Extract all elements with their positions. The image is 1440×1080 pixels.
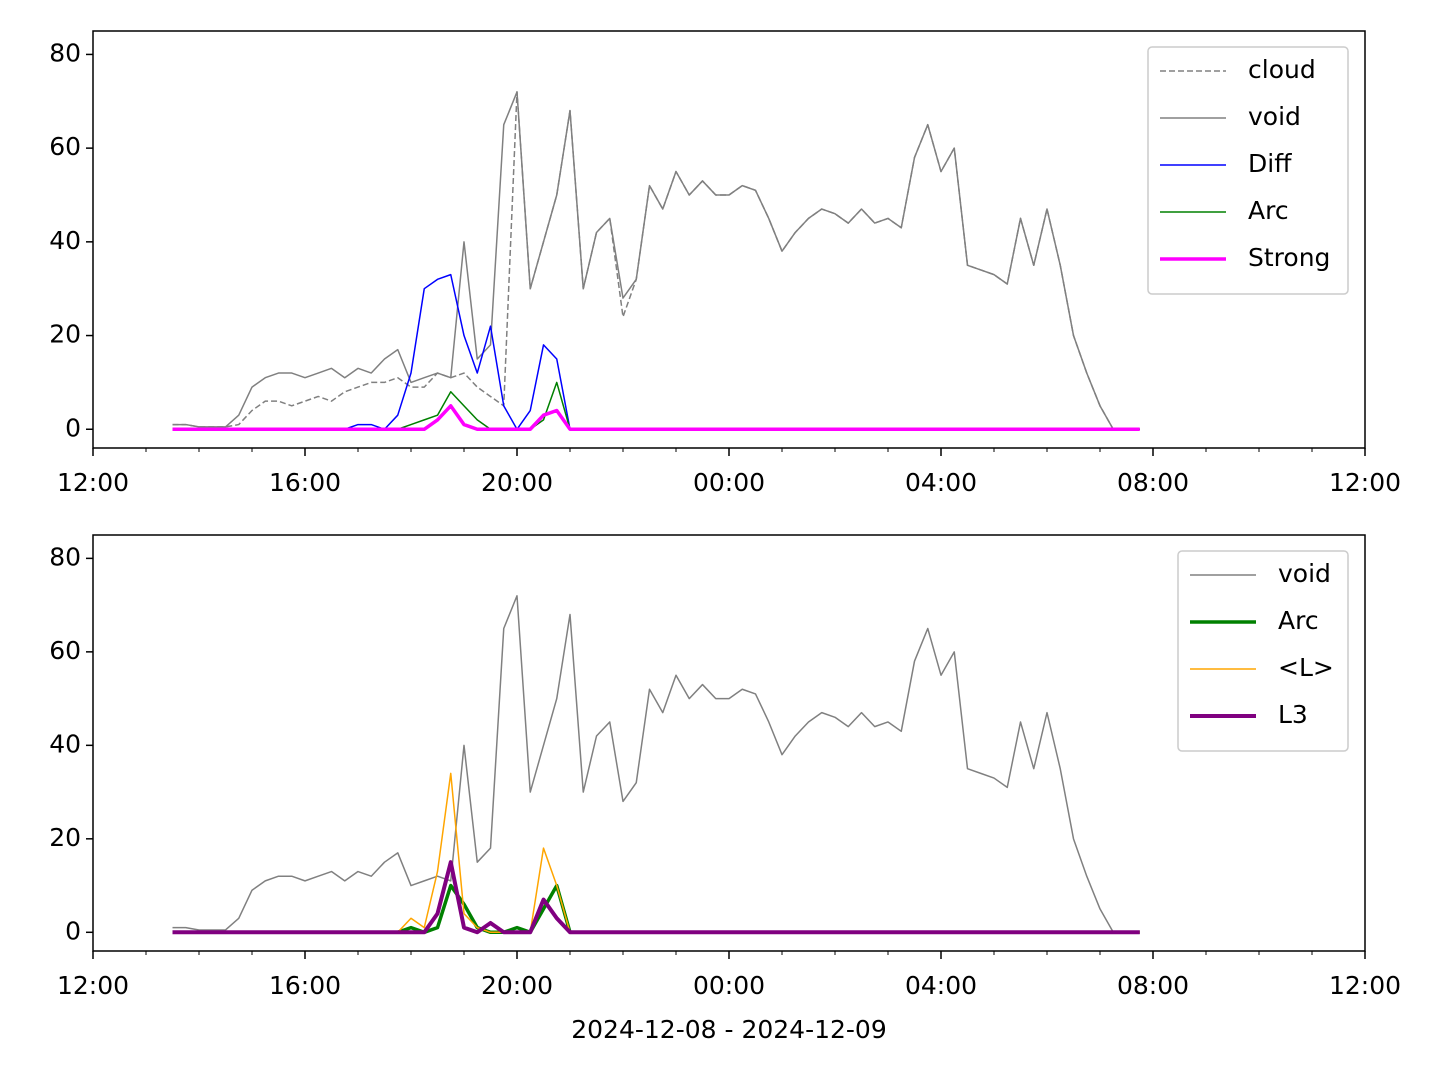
x-tick-label: 16:00 <box>269 971 341 1000</box>
series-line <box>172 381 1140 431</box>
legend-label: <L> <box>1278 653 1334 682</box>
x-tick-label: 08:00 <box>1117 971 1189 1000</box>
legend-box <box>1177 550 1349 752</box>
legend-label: void <box>1278 559 1331 588</box>
plot-area <box>172 595 1140 935</box>
legend-label: Arc <box>1278 606 1319 635</box>
y-tick-label: 80 <box>49 38 81 67</box>
x-tick-label: 00:00 <box>693 468 765 497</box>
x-tick-label: 16:00 <box>269 468 341 497</box>
x-tick-label: 00:00 <box>693 971 765 1000</box>
y-tick-label: 40 <box>49 729 81 758</box>
y-tick-label: 0 <box>65 413 81 442</box>
x-tick-label: 12:00 <box>1329 468 1401 497</box>
y-tick-label: 40 <box>49 226 81 255</box>
series-line <box>172 91 1140 431</box>
x-tick-label: 12:00 <box>57 468 129 497</box>
legend-box <box>1147 46 1349 295</box>
plot-area <box>172 91 1140 432</box>
x-axis-label: 2024-12-08 - 2024-12-09 <box>571 1015 887 1044</box>
x-tick-label: 12:00 <box>1329 971 1401 1000</box>
axes-frame <box>92 534 1366 952</box>
x-tick-label: 04:00 <box>905 971 977 1000</box>
y-tick-label: 20 <box>49 320 81 349</box>
x-tick-label: 20:00 <box>481 971 553 1000</box>
series-line <box>172 404 1140 432</box>
series-line <box>172 883 1140 935</box>
legend-label: void <box>1248 102 1301 131</box>
legend-label: L3 <box>1278 700 1308 729</box>
legend-label: Strong <box>1248 243 1330 272</box>
x-tick-label: 08:00 <box>1117 468 1189 497</box>
series-line <box>172 772 1140 934</box>
x-tick-label: 12:00 <box>57 971 129 1000</box>
series-line <box>172 860 1140 935</box>
y-tick-label: 60 <box>49 132 81 161</box>
x-tick-label: 04:00 <box>905 468 977 497</box>
series-line <box>172 91 1140 431</box>
legend-label: Diff <box>1248 149 1292 178</box>
series-line <box>172 273 1140 431</box>
y-tick-label: 20 <box>49 823 81 852</box>
y-tick-label: 60 <box>49 636 81 665</box>
y-tick-label: 0 <box>65 916 81 945</box>
y-tick-label: 80 <box>49 542 81 571</box>
axes-frame <box>92 30 1366 449</box>
x-tick-label: 20:00 <box>481 468 553 497</box>
legend-label: cloud <box>1248 55 1316 84</box>
legend-label: Arc <box>1248 196 1289 225</box>
series-line <box>172 595 1140 934</box>
